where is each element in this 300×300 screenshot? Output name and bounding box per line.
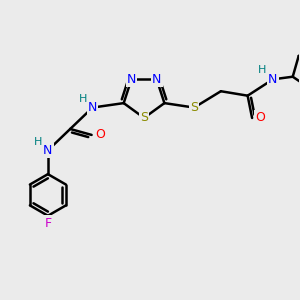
Text: S: S	[140, 111, 148, 124]
Text: H: H	[79, 94, 87, 104]
Text: H: H	[258, 65, 267, 75]
Text: N: N	[88, 101, 97, 114]
Text: S: S	[190, 101, 198, 114]
Text: F: F	[44, 217, 52, 230]
Text: N: N	[127, 73, 136, 86]
Text: N: N	[152, 73, 161, 86]
Text: O: O	[95, 128, 105, 141]
Text: O: O	[256, 112, 265, 124]
Text: H: H	[34, 137, 42, 147]
Text: N: N	[43, 144, 52, 157]
Text: N: N	[268, 73, 278, 86]
